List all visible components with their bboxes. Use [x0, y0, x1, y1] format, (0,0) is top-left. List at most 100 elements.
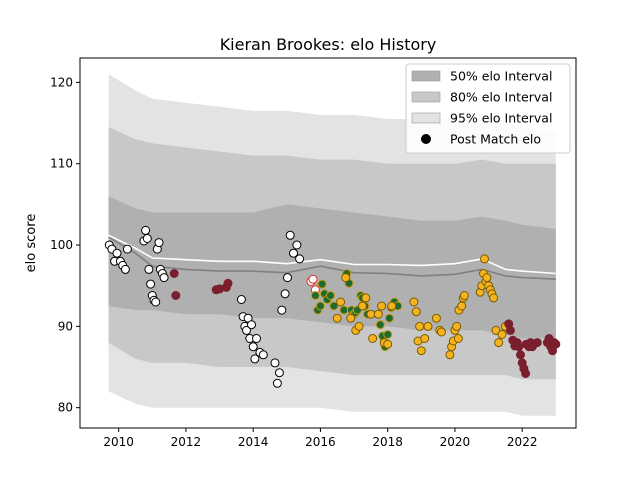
- legend: 50% elo Interval 80% elo Interval 95% elo …: [405, 63, 571, 154]
- y-tick-label: 90: [58, 319, 73, 333]
- data-point: [242, 325, 251, 335]
- data-point: [489, 293, 499, 303]
- data-point: [236, 295, 246, 304]
- data-point: [151, 297, 161, 307]
- data-point: [416, 346, 426, 356]
- data-point: [366, 309, 376, 319]
- data-point: [285, 230, 295, 240]
- legend-swatch: [411, 70, 441, 82]
- data-point: [289, 248, 298, 258]
- data-point: [252, 334, 261, 343]
- data-point: [415, 321, 425, 331]
- median-line-upper: [108, 234, 556, 275]
- data-point: [171, 291, 181, 300]
- data-point: [459, 291, 469, 300]
- data-point: [317, 279, 327, 289]
- data-point: [112, 248, 122, 258]
- x-tick-label: 2012: [171, 435, 202, 449]
- data-point: [482, 273, 492, 283]
- data-point: [358, 301, 367, 311]
- x-axis: 2010 2012 2014 2016 2018 2020 2022: [103, 428, 537, 449]
- data-point: [375, 320, 385, 330]
- data-point: [480, 254, 489, 264]
- data-point: [248, 342, 258, 352]
- legend-label: Post Match elo: [450, 132, 541, 147]
- legend-label: 80% elo Interval: [450, 90, 552, 105]
- x-tick-label: 2014: [238, 435, 269, 449]
- data-point: [258, 350, 268, 360]
- data-point: [361, 293, 371, 303]
- data-point: [120, 264, 130, 274]
- plot-area: [104, 74, 561, 416]
- data-point: [154, 238, 164, 248]
- data-point: [521, 369, 531, 378]
- legend-swatch: [411, 91, 441, 103]
- y-axis: 80 90 100 110 120: [50, 75, 80, 415]
- data-point: [494, 338, 504, 348]
- x-tick-label: 2016: [305, 435, 336, 449]
- data-point: [383, 339, 393, 349]
- x-tick-label: 2022: [507, 435, 538, 449]
- legend-swatch: [411, 112, 441, 124]
- data-point: [437, 327, 446, 337]
- y-tick-label: 110: [50, 157, 73, 171]
- data-point: [277, 305, 287, 315]
- data-point: [431, 313, 441, 323]
- data-point: [295, 254, 305, 264]
- data-point: [283, 273, 292, 283]
- data-point: [122, 244, 132, 254]
- legend-marker: [421, 134, 431, 144]
- legend-label: 50% elo Interval: [450, 69, 552, 84]
- data-point: [346, 313, 356, 323]
- median-line-lower: [108, 236, 556, 280]
- legend-box: [405, 63, 571, 154]
- y-axis-label: elo score: [24, 214, 39, 273]
- data-point: [516, 350, 525, 360]
- plot-frame: [79, 57, 577, 429]
- data-point: [315, 301, 325, 311]
- data-point: [505, 325, 515, 335]
- data-point: [272, 378, 282, 388]
- data-point: [169, 269, 179, 278]
- data-point: [532, 338, 542, 348]
- data-point: [423, 321, 433, 331]
- data-point: [411, 307, 421, 317]
- data-point: [329, 301, 339, 311]
- data-point: [497, 330, 507, 339]
- data-point: [377, 301, 387, 311]
- data-point: [383, 330, 393, 339]
- data-point: [354, 321, 364, 331]
- data-point: [491, 325, 501, 335]
- data-point: [453, 334, 463, 343]
- data-point: [387, 301, 397, 311]
- data-point: [332, 313, 342, 323]
- data-point: [457, 301, 467, 311]
- data-point: [308, 274, 318, 284]
- data-point: [142, 234, 152, 243]
- data-point: [445, 350, 455, 360]
- data-point: [141, 225, 151, 235]
- data-point: [280, 289, 290, 299]
- data-point: [144, 264, 154, 274]
- data-point: [223, 278, 233, 288]
- data-point: [384, 313, 394, 323]
- data-point: [341, 273, 351, 283]
- data-point: [247, 320, 256, 330]
- data-point: [336, 297, 346, 307]
- data-point: [250, 354, 260, 364]
- band-50: [108, 196, 556, 339]
- y-tick-label: 100: [50, 238, 73, 252]
- median-lines: [108, 234, 556, 280]
- y-tick-label: 120: [50, 75, 73, 89]
- data-point: [368, 334, 378, 343]
- data-point: [146, 279, 156, 289]
- chart-title: Kieran Brookes: elo History: [220, 35, 437, 54]
- data-point: [310, 291, 320, 300]
- x-tick-label: 2010: [103, 435, 134, 449]
- data-point: [409, 297, 419, 307]
- data-point: [326, 291, 335, 300]
- data-point: [420, 334, 430, 343]
- data-point: [274, 368, 284, 378]
- legend-label: 95% elo Interval: [450, 111, 552, 126]
